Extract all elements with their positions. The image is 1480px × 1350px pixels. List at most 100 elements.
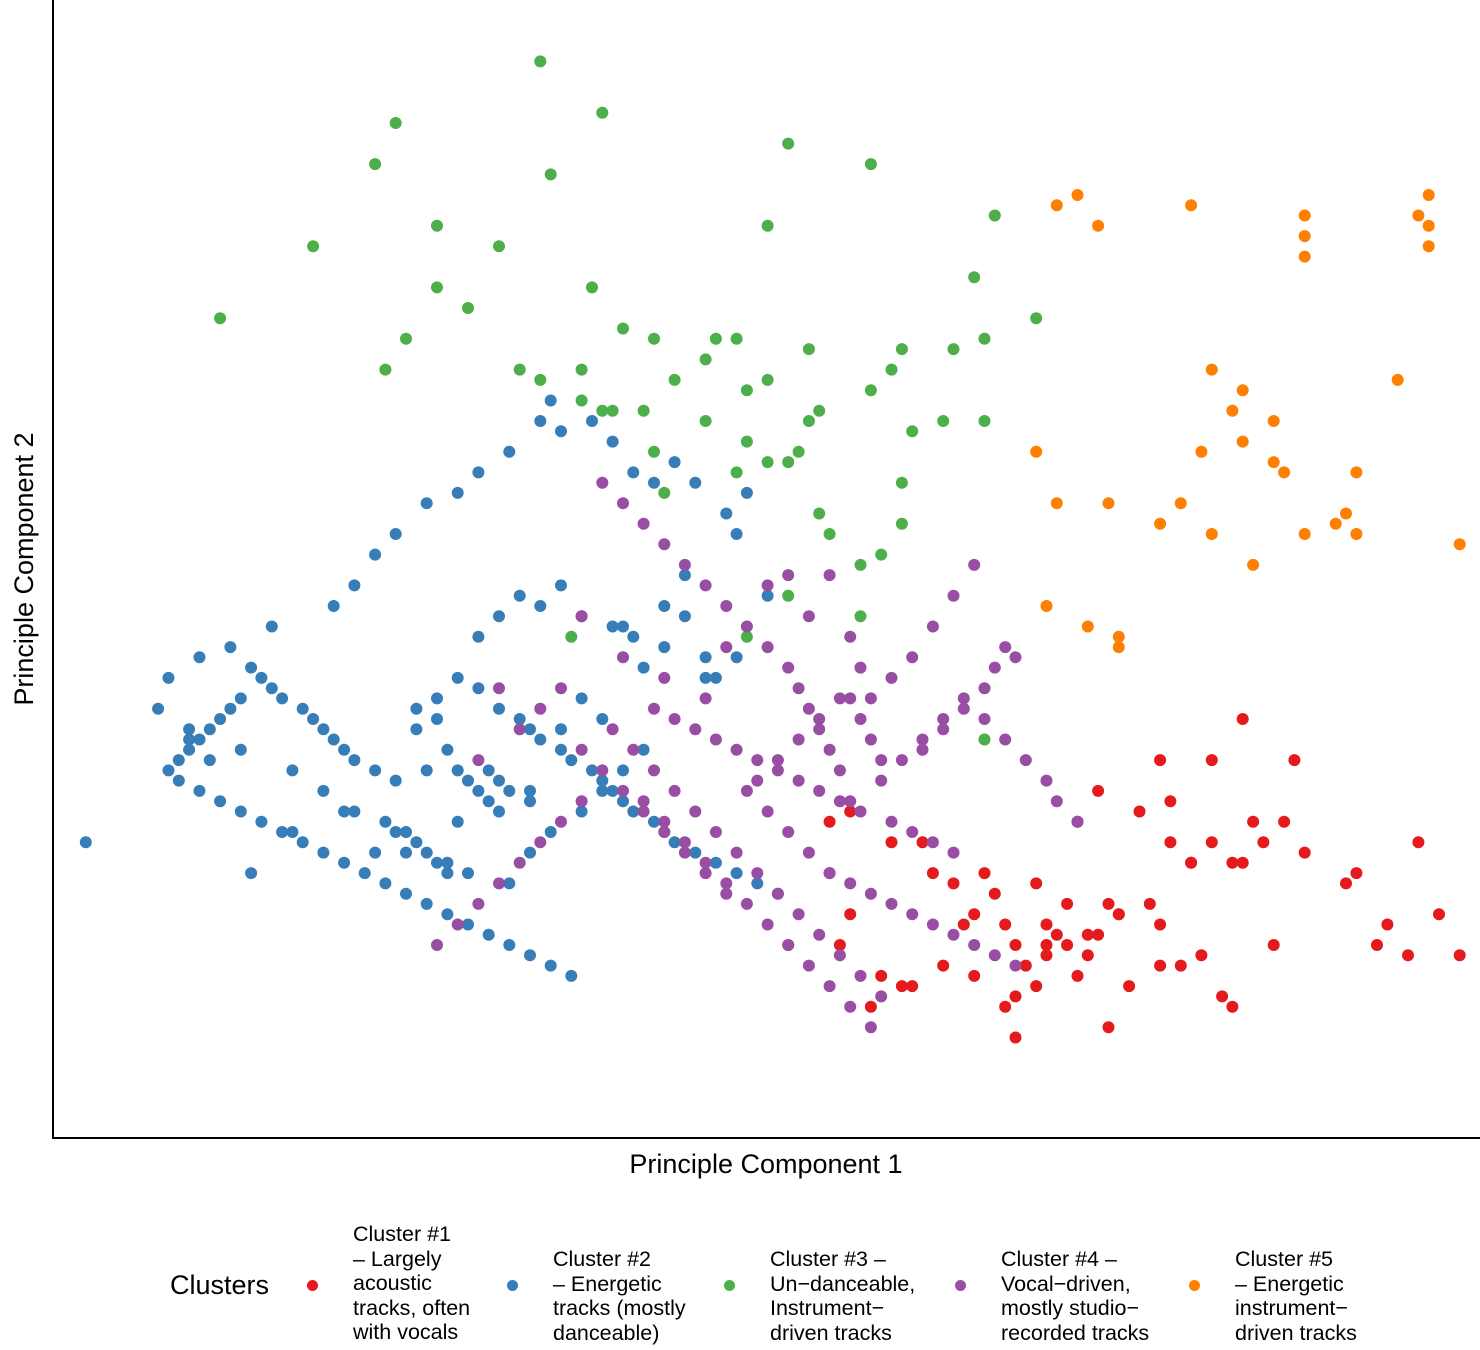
point-cluster-1	[937, 959, 950, 972]
point-cluster-4	[751, 754, 764, 767]
point-cluster-2	[224, 641, 237, 654]
point-cluster-2	[400, 846, 412, 859]
point-cluster-4	[792, 733, 805, 746]
point-cluster-2	[389, 528, 402, 540]
point-cluster-4	[709, 826, 722, 838]
point-cluster-2	[451, 671, 464, 684]
point-cluster-3	[761, 219, 774, 232]
point-cluster-2	[420, 846, 433, 859]
point-cluster-4	[802, 702, 815, 715]
point-cluster-1	[1133, 805, 1146, 818]
point-cluster-5	[1092, 219, 1105, 232]
point-cluster-2	[730, 651, 743, 664]
point-cluster-1	[1092, 928, 1105, 941]
plot-area	[52, 0, 1480, 1139]
point-cluster-1	[1164, 836, 1177, 849]
point-cluster-2	[193, 733, 206, 746]
point-cluster-1	[1257, 836, 1270, 849]
point-cluster-2	[524, 784, 536, 797]
point-cluster-2	[389, 774, 402, 787]
point-cluster-3	[379, 363, 392, 376]
point-cluster-4	[978, 682, 991, 695]
point-cluster-4	[802, 610, 815, 623]
point-cluster-4	[658, 826, 671, 838]
point-cluster-3	[906, 425, 919, 438]
legend-item-cluster-4: Cluster #4 – Vocal−driven, mostly studio…	[955, 1247, 1149, 1345]
point-cluster-4	[720, 887, 733, 900]
point-cluster-4	[792, 774, 805, 787]
point-cluster-3	[586, 281, 598, 294]
point-cluster-5	[1154, 517, 1167, 530]
point-cluster-4	[1019, 754, 1032, 767]
point-cluster-1	[1350, 867, 1363, 880]
point-cluster-1	[1433, 908, 1445, 921]
point-cluster-4	[689, 805, 702, 818]
point-cluster-4	[937, 713, 950, 725]
point-cluster-2	[617, 764, 629, 777]
point-cluster-5	[1081, 620, 1094, 633]
point-cluster-4	[699, 867, 712, 880]
point-cluster-1	[833, 939, 846, 951]
point-cluster-4	[617, 651, 629, 664]
point-cluster-5	[1350, 466, 1363, 479]
point-cluster-4	[792, 682, 805, 695]
point-cluster-2	[648, 476, 660, 489]
point-cluster-5	[1185, 199, 1198, 212]
point-cluster-2	[720, 507, 733, 520]
point-cluster-2	[534, 415, 547, 427]
point-cluster-2	[544, 959, 557, 972]
point-cluster-2	[255, 815, 268, 828]
legend-label-cluster-4: Cluster #4 – Vocal−driven, mostly studio…	[1001, 1247, 1150, 1345]
point-cluster-4	[895, 754, 908, 767]
point-cluster-5	[1174, 497, 1187, 510]
point-cluster-3	[782, 589, 795, 602]
point-cluster-4	[947, 928, 960, 941]
point-cluster-2	[400, 887, 412, 900]
point-cluster-1	[1205, 836, 1218, 849]
point-cluster-4	[833, 795, 846, 808]
point-cluster-3	[740, 435, 753, 448]
point-cluster-1	[1102, 1021, 1115, 1034]
point-cluster-3	[648, 445, 660, 458]
point-cluster-4	[854, 805, 867, 818]
point-cluster-2	[338, 856, 351, 869]
point-cluster-1	[1164, 795, 1177, 808]
point-cluster-3	[988, 209, 1001, 222]
point-cluster-4	[751, 774, 764, 787]
point-cluster-3	[575, 394, 588, 407]
point-cluster-3	[617, 322, 629, 335]
point-cluster-1	[823, 815, 836, 828]
point-cluster-1	[1298, 846, 1311, 859]
point-cluster-2	[751, 877, 764, 890]
point-cluster-3	[854, 610, 867, 623]
point-cluster-5	[1112, 641, 1125, 654]
point-cluster-5	[1412, 209, 1425, 222]
point-cluster-4	[617, 784, 629, 797]
legend-title: Clusters	[170, 1270, 270, 1300]
point-cluster-3	[885, 363, 898, 376]
point-cluster-2	[172, 774, 185, 787]
point-cluster-2	[596, 774, 609, 787]
point-cluster-2	[286, 764, 299, 777]
legend-item-cluster-3: Cluster #3 – Un−danceable, Instrument− d…	[724, 1247, 915, 1345]
point-cluster-4	[648, 702, 660, 715]
point-cluster-2	[451, 764, 464, 777]
point-cluster-4	[627, 743, 640, 756]
point-cluster-5	[1278, 466, 1291, 479]
point-cluster-2	[162, 764, 175, 777]
point-cluster-2	[586, 764, 598, 777]
point-cluster-4	[699, 692, 712, 705]
point-cluster-4	[854, 713, 867, 725]
point-cluster-2	[668, 456, 681, 469]
point-cluster-1	[999, 918, 1012, 931]
point-cluster-2	[617, 795, 629, 808]
point-cluster-2	[348, 805, 361, 818]
point-cluster-2	[524, 949, 536, 962]
point-cluster-4	[699, 856, 712, 869]
point-cluster-3	[895, 343, 908, 356]
point-cluster-3	[937, 415, 950, 427]
point-cluster-1	[1381, 918, 1394, 931]
point-cluster-3	[730, 466, 743, 479]
point-cluster-1	[1123, 980, 1136, 993]
point-cluster-5	[1050, 199, 1063, 212]
